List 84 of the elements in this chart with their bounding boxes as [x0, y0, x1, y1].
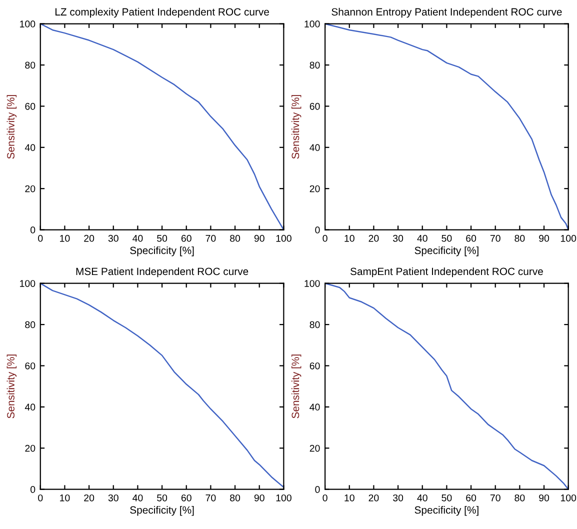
- x-axis-title: Specificity [%]: [130, 506, 194, 516]
- y-tick-label: 20: [310, 444, 320, 452]
- y-axis-title: Sensitivity [%]: [6, 95, 17, 159]
- x-tick-label: 40: [132, 234, 143, 242]
- x-tick-label: 70: [490, 234, 500, 242]
- x-tick-label: 100: [276, 494, 292, 502]
- x-tick-label: 60: [466, 494, 476, 502]
- y-tick-label: 60: [25, 362, 36, 370]
- x-tick-label: 100: [560, 494, 576, 502]
- x-tick-label: 90: [254, 494, 264, 502]
- y-tick-label: 100: [20, 280, 36, 287]
- y-tick-label: 40: [310, 144, 320, 152]
- y-tick-label: 0: [30, 226, 36, 234]
- line-series: [40, 283, 284, 488]
- y-tick-label: 20: [25, 444, 36, 452]
- line-series: [325, 24, 568, 230]
- x-tick-label: 50: [442, 494, 452, 502]
- y-tick-label: 20: [310, 185, 320, 192]
- x-tick-label: 70: [206, 234, 216, 242]
- chart-title: MSE Patient Independent ROC curve: [76, 267, 248, 278]
- x-tick-label: 80: [230, 234, 240, 242]
- chart-title: Shannon Entropy Patient Independent ROC curve: [332, 8, 562, 18]
- x-tick-label: 0: [322, 494, 328, 502]
- x-tick-label: 80: [514, 234, 525, 242]
- x-axis-title: Specificity [%]: [414, 246, 478, 256]
- line-series: [40, 24, 284, 230]
- x-tick-label: 90: [539, 234, 550, 242]
- x-tick-label: 10: [60, 494, 70, 502]
- x-tick-label: 0: [322, 234, 328, 242]
- x-tick-label: 10: [344, 234, 354, 242]
- x-tick-label: 0: [38, 234, 43, 242]
- y-tick-label: 80: [310, 321, 320, 328]
- y-axis-title: Sensitivity [%]: [291, 95, 302, 159]
- y-tick-label: 40: [24, 404, 36, 411]
- x-tick-label: 50: [442, 234, 452, 242]
- x-tick-label: 10: [60, 234, 70, 242]
- x-tick-label: 30: [393, 494, 404, 502]
- x-tick-label: 30: [108, 234, 118, 242]
- x-tick-label: 80: [230, 494, 240, 502]
- x-tick-label: 20: [84, 234, 94, 242]
- x-tick-label: 60: [181, 494, 192, 502]
- x-tick-label: 50: [157, 234, 168, 242]
- x-axis-title: Specificity [%]: [414, 506, 478, 516]
- x-tick-label: 40: [417, 234, 428, 242]
- x-tick-label: 10: [344, 494, 354, 502]
- line-series: [325, 283, 568, 490]
- x-tick-label: 50: [157, 494, 168, 502]
- x-tick-label: 70: [206, 494, 216, 502]
- y-tick-label: 80: [25, 321, 36, 328]
- y-tick-label: 0: [315, 226, 320, 234]
- y-axis-title: Sensitivity [%]: [291, 354, 302, 418]
- y-tick-label: 100: [304, 20, 320, 28]
- y-tick-label: 20: [25, 185, 36, 192]
- x-tick-label: 20: [368, 234, 379, 242]
- x-axis-title: Specificity [%]: [130, 246, 194, 256]
- x-tick-label: 30: [108, 494, 118, 502]
- y-tick-label: 60: [310, 362, 320, 370]
- x-tick-label: 60: [466, 234, 476, 242]
- y-tick-label: 40: [24, 144, 36, 152]
- y-axis-title: Sensitivity [%]: [6, 354, 17, 418]
- x-tick-label: 30: [393, 234, 404, 242]
- x-tick-label: 40: [132, 494, 143, 502]
- chart-title: SampEnt Patient Independent ROC curve: [350, 267, 543, 278]
- x-tick-label: 0: [38, 494, 43, 502]
- y-tick-label: 100: [20, 20, 36, 28]
- x-tick-label: 100: [276, 234, 292, 242]
- y-tick-label: 40: [310, 404, 320, 411]
- x-tick-label: 60: [181, 234, 192, 242]
- y-tick-label: 80: [310, 62, 320, 69]
- y-tick-label: 60: [25, 102, 36, 110]
- y-tick-label: 100: [304, 280, 320, 287]
- y-tick-label: 60: [310, 102, 320, 110]
- x-tick-label: 100: [560, 234, 576, 242]
- y-tick-label: 80: [25, 62, 36, 69]
- y-tick-label: 0: [30, 486, 36, 493]
- x-tick-label: 90: [539, 494, 550, 502]
- x-tick-label: 70: [490, 494, 500, 502]
- x-tick-label: 80: [514, 494, 525, 502]
- y-tick-label: 0: [315, 486, 320, 493]
- x-tick-label: 90: [254, 234, 264, 242]
- chart-title: LZ complexity Patient Independent ROC curve: [55, 8, 269, 18]
- x-tick-label: 20: [368, 494, 379, 502]
- x-tick-label: 20: [84, 494, 94, 502]
- x-tick-label: 40: [417, 494, 428, 502]
